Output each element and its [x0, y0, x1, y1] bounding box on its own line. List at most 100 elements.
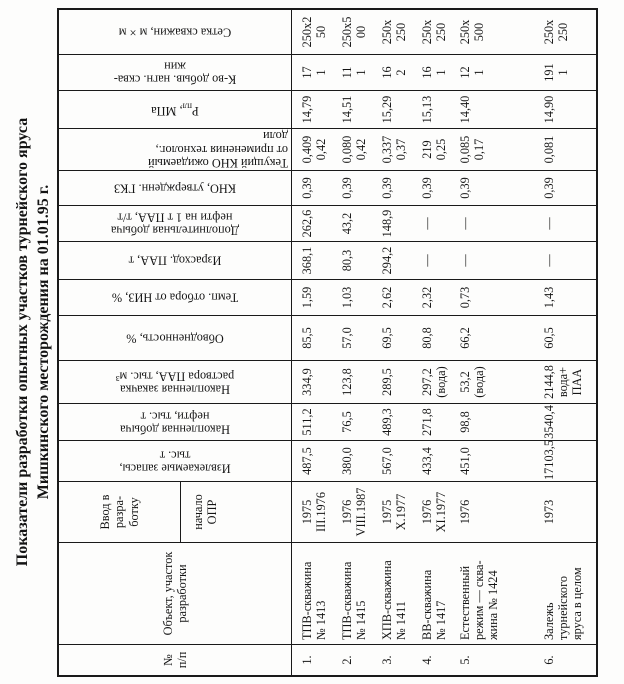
- col-data-kno-cur: 0,409 0,42 0,080 0,42 0,337 0,37 219 0,2…: [292, 129, 596, 170]
- value-cell: 250x 250: [542, 19, 571, 45]
- col-vvod: Ввод в разра- ботку начало ОПР 1975 III.…: [59, 481, 596, 542]
- value-cell: 191 1: [542, 63, 571, 82]
- value-cell: 0,73: [458, 286, 472, 309]
- value-cell: 148,9: [380, 209, 394, 238]
- value-cell: 0,080 0,42: [340, 135, 369, 164]
- data-table: № п/п 1. 2. 3. 4. 5. 6. Объект, участок …: [57, 8, 598, 677]
- col-header-wells: К-во добыв. нагн. сква- жин: [59, 55, 292, 90]
- col-data-rate: 1,59 1,03 2,62 2,32 0,73 1,43: [292, 280, 596, 315]
- value-cell: 17103,5: [542, 440, 556, 480]
- col-data-reserves: 487,5 380,0 567,0 433,4 451,0 17103,5: [292, 440, 596, 481]
- value-cell: 0,39: [420, 177, 434, 199]
- value-cell: 43,2: [340, 212, 354, 235]
- value-cell: 1976 VIII.1987: [340, 487, 369, 537]
- value-cell: 12 1: [458, 66, 487, 79]
- title-line-2: Мишкинского месторождения на 01.01.95 г.: [34, 184, 52, 500]
- value-cell: 451,0: [458, 447, 472, 475]
- col-header-addoil: Дополнительная добыча нефти на 1 т ПАА, …: [59, 206, 292, 241]
- header-vvod-main: Ввод в разра- ботку: [59, 482, 181, 542]
- col-header-inj: Накопленная закачка раствора ПАА, тыс. м…: [59, 361, 292, 403]
- col-rate: Темп. отбора от НИЗ, % 1,59 1,03 2,62 2,…: [59, 279, 596, 315]
- value-cell: 250x 500: [458, 19, 487, 45]
- col-header-vvod: Ввод в разра- ботку начало ОПР: [59, 482, 292, 542]
- col-data-object: ТПВ-скважина № 1413 ТПВ-скважина № 1415 …: [292, 543, 596, 644]
- col-data-vvod: 1975 III.1976 1976 VIII.1987 1975 X.1977…: [292, 482, 596, 542]
- value-cell: 1973: [542, 499, 556, 525]
- col-kno-cur: Текущий КНО ожидаемый от применения техн…: [59, 128, 596, 170]
- value-cell: 2.: [340, 655, 354, 665]
- value-cell: 0,39: [542, 177, 556, 199]
- col-addoil: Дополнительная добыча нефти на 1 т ПАА, …: [59, 205, 596, 241]
- value-cell: 14,79: [300, 95, 314, 124]
- page-title: Показатели разработки опытных участков т…: [13, 0, 55, 684]
- value-cell: 1975 III.1976: [300, 492, 329, 532]
- value-cell: 11 1: [340, 66, 369, 79]
- col-ppl: Рпл, МПа 14,79 14,51 15,29 15,13 14,40 1…: [59, 90, 596, 128]
- value-cell: 433,4: [420, 447, 434, 475]
- value-cell: 66,2: [458, 327, 472, 349]
- col-wells: К-во добыв. нагн. сква- жин 17 1 11 1 16…: [59, 54, 596, 90]
- value-cell: —: [420, 254, 434, 267]
- col-header-ppl: Рпл, МПа: [59, 91, 292, 128]
- value-cell: 5.: [458, 655, 472, 665]
- value-cell: 0,39: [340, 177, 354, 199]
- col-data-num: 1. 2. 3. 4. 5. 6.: [292, 645, 596, 675]
- value-cell: 16 2: [380, 66, 409, 79]
- value-cell: 76,5: [340, 411, 354, 433]
- value-cell: 60,5: [542, 327, 556, 349]
- col-grid: Сетка скважин, м × м 250x2 50 250x5 00 2…: [59, 10, 596, 54]
- value-cell: 297,2 (вода): [420, 366, 449, 398]
- col-header-grid: Сетка скважин, м × м: [59, 10, 292, 54]
- value-cell: 98,8: [458, 411, 472, 433]
- col-header-kno-gkz: КНО, утвержденн. ГКЗ: [59, 171, 292, 205]
- value-cell: 0,39: [458, 177, 472, 199]
- col-data-inj: 334,9 123,8 289,5 297,2 (вода) 53,2 (вод…: [292, 361, 596, 403]
- value-cell: —: [542, 217, 556, 230]
- col-header-water: Обводненность, %: [59, 316, 292, 360]
- value-cell: 294,2: [380, 246, 394, 275]
- ppl-unit: , МПа: [151, 104, 183, 119]
- value-cell: 489,3: [380, 408, 394, 436]
- value-cell: —: [542, 254, 556, 267]
- value-cell: 3.: [380, 655, 394, 665]
- value-cell: 15,29: [380, 95, 394, 124]
- col-oil: Накопленная добыча нефти, тыс. т 511,2 7…: [59, 403, 596, 440]
- value-cell: 1,43: [542, 286, 556, 309]
- col-kno-gkz: КНО, утвержденн. ГКЗ 0,39 0,39 0,39 0,39…: [59, 170, 596, 205]
- value-cell: 2,32: [420, 286, 434, 309]
- value-cell: 69,5: [380, 327, 394, 349]
- value-cell: 380,0: [340, 447, 354, 475]
- value-cell: —: [420, 217, 434, 230]
- col-header-paa: Израсход. ПАА, т: [59, 242, 292, 279]
- value-cell: 4.: [420, 655, 434, 665]
- title-line-1: Показатели разработки опытных участков т…: [14, 117, 31, 567]
- value-cell: 15,13: [420, 95, 434, 124]
- value-cell: 1.: [300, 655, 314, 665]
- col-water: Обводненность, % 85,5 57,0 69,5 80,8 66,…: [59, 315, 596, 360]
- value-cell: —: [458, 254, 472, 267]
- value-cell: 219 0,25: [420, 138, 449, 161]
- col-reserves: Извлекаемые запасы, тыс. т 487,5 380,0 5…: [59, 440, 596, 481]
- col-data-water: 85,5 57,0 69,5 80,8 66,2 60,5: [292, 316, 596, 360]
- col-data-grid: 250x2 50 250x5 00 250x 250 250x 250 250x…: [292, 10, 596, 54]
- value-cell: 271,8: [420, 408, 434, 436]
- col-object: Объект, участок разработки ТПВ-скважина …: [59, 542, 596, 644]
- value-cell: 487,5: [300, 447, 314, 475]
- value-cell: 250x2 50: [300, 16, 329, 48]
- col-header-reserves: Извлекаемые запасы, тыс. т: [59, 441, 292, 481]
- value-cell: 1,03: [340, 286, 354, 309]
- col-header-object: Объект, участок разработки: [59, 543, 292, 644]
- value-cell: 262,6: [300, 209, 314, 238]
- col-data-kno-gkz: 0,39 0,39 0,39 0,39 0,39 0,39: [292, 171, 596, 205]
- value-cell: ВВ-скважина № 1417: [420, 569, 449, 640]
- value-cell: 2,62: [380, 286, 394, 309]
- col-data-paa: 368,1 80,3 294,2 — — —: [292, 242, 596, 279]
- col-data-oil: 511,2 76,5 489,3 271,8 98,8 3540,4: [292, 404, 596, 440]
- value-cell: 14,40: [458, 95, 472, 124]
- value-cell: 85,5: [300, 327, 314, 349]
- value-cell: 3540,4: [542, 405, 556, 439]
- col-num: № п/п 1. 2. 3. 4. 5. 6.: [59, 644, 596, 675]
- ppl-subscript: пл: [182, 102, 192, 113]
